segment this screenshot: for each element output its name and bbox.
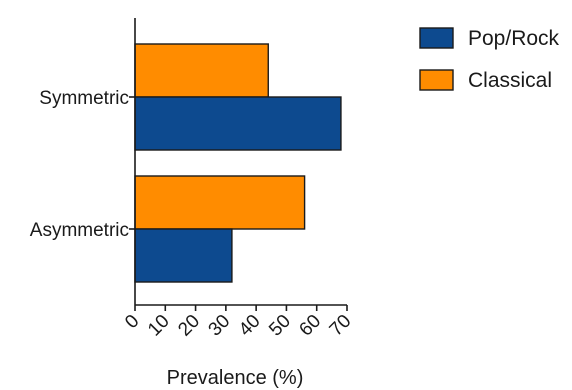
category-labels-group: Symmetric Asymmetric <box>30 88 135 241</box>
bar-symmetric-classical <box>134 43 269 98</box>
x-tick-label-0: 0 <box>121 311 143 333</box>
legend-swatch-pop-rock <box>419 27 454 49</box>
x-tick-label-30: 30 <box>205 311 235 341</box>
x-tick-label-20: 20 <box>174 311 204 341</box>
legend-label-classical: Classical <box>468 69 552 92</box>
x-tick-label-70: 70 <box>326 311 356 341</box>
bar-asymmetric-classical <box>134 175 306 230</box>
bar-symmetric-pop-rock <box>134 96 342 151</box>
axes-group <box>134 18 347 306</box>
bars-group <box>134 43 342 283</box>
legend-swatch-classical <box>419 69 454 91</box>
x-tick-label-10: 10 <box>144 311 174 341</box>
category-label-asymmetric: Asymmetric <box>30 220 129 241</box>
x-tick-label-60: 60 <box>295 311 325 341</box>
category-label-symmetric: Symmetric <box>39 88 129 109</box>
x-tick-label-50: 50 <box>265 311 295 341</box>
legend-label-pop-rock: Pop/Rock <box>468 27 560 50</box>
x-tick-label-40: 40 <box>235 311 265 341</box>
x-axis-label: Prevalence (%) <box>167 367 304 389</box>
x-ticks-group: 0 10 20 30 40 50 60 70 <box>121 305 356 341</box>
legend: Pop/Rock Classical <box>419 27 560 92</box>
bar-asymmetric-pop-rock <box>134 228 233 283</box>
